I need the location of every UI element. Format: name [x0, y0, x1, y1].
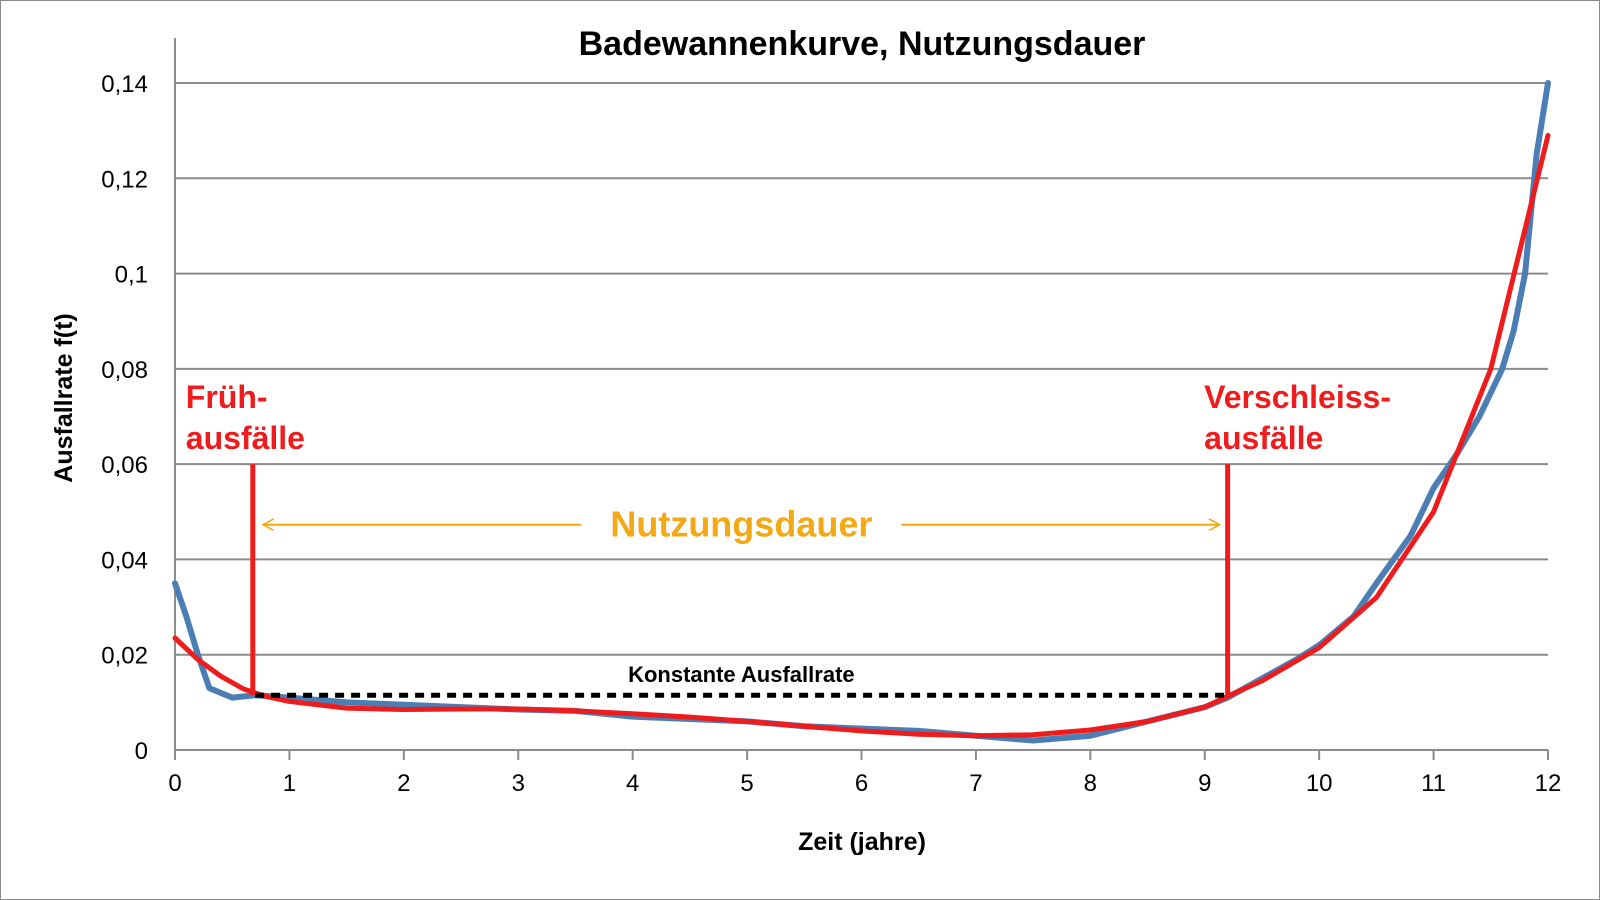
early-failures-label: ausfälle — [186, 420, 305, 456]
x-tick-label: 4 — [626, 770, 639, 797]
series-layer — [172, 80, 1551, 744]
chart-title: Badewannenkurve, Nutzungsdauer — [579, 25, 1146, 63]
annotation-layer — [250, 464, 1231, 698]
x-axis-label: Zeit (jahre) — [798, 828, 926, 856]
x-tick-label: 2 — [397, 770, 410, 797]
useful-life-label: Nutzungsdauer — [610, 504, 872, 545]
x-tick-label: 12 — [1535, 770, 1562, 797]
x-tick-label: 0 — [168, 770, 181, 797]
y-tick-label: 0 — [135, 738, 148, 765]
x-tick-label: 9 — [1198, 770, 1211, 797]
text-layer: Badewannenkurve, Nutzungsdauer Zeit (jah… — [50, 25, 1561, 856]
constant-rate-label: Konstante Ausfallrate — [628, 662, 855, 687]
x-tick-label: 11 — [1421, 770, 1446, 797]
x-tick-label: 3 — [512, 770, 525, 797]
grid-layer — [174, 38, 1549, 760]
fitted-bathtub-curve — [172, 132, 1551, 739]
x-tick-label: 5 — [740, 770, 753, 797]
x-tick-label: 10 — [1306, 770, 1333, 797]
y-tick-label: 0,06 — [101, 452, 148, 479]
y-tick-label: 0,12 — [101, 166, 148, 193]
y-tick-label: 0,08 — [101, 357, 148, 384]
y-tick-label: 0,1 — [115, 262, 148, 289]
wear-out-failures-label: Verschleiss- — [1204, 379, 1391, 415]
y-tick-label: 0,14 — [101, 71, 148, 98]
y-tick-label: 0,02 — [101, 643, 148, 670]
wear-out-failures-label: ausfälle — [1204, 420, 1323, 456]
x-tick-label: 1 — [283, 770, 296, 797]
y-tick-label: 0,04 — [101, 547, 148, 574]
x-tick-label: 6 — [855, 770, 868, 797]
y-axis-label: Ausfallrate f(t) — [50, 313, 78, 482]
early-failures-label: Früh- — [186, 379, 268, 415]
x-tick-label: 7 — [969, 770, 982, 797]
x-tick-label: 8 — [1084, 770, 1097, 797]
